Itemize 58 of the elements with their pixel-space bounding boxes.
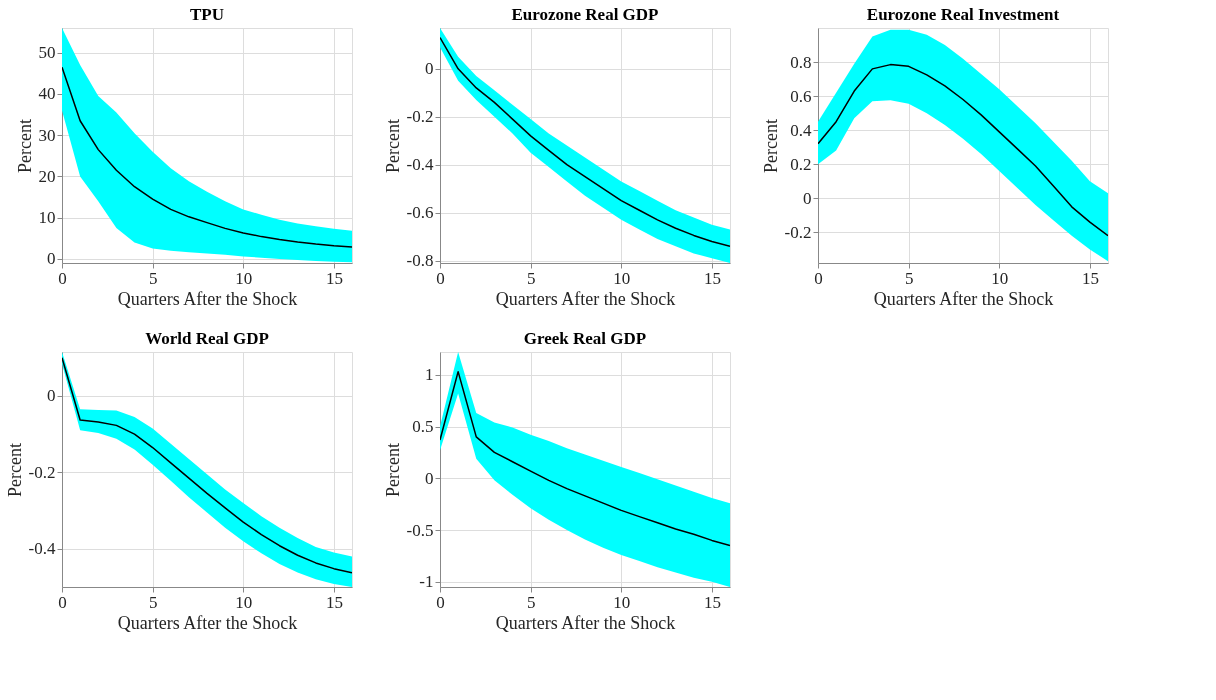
y-tick-label: -0.2 <box>784 222 812 242</box>
y-axis-title: Percent <box>382 119 403 173</box>
x-tick-label: 5 <box>526 592 536 612</box>
x-tick-label: 15 <box>703 268 721 288</box>
y-axis-title: Percent <box>760 119 781 173</box>
chart-title: Greek Real GDP <box>523 329 647 348</box>
y-tick-label: 0 <box>425 468 434 488</box>
chart-title: Eurozone Real Investment <box>866 5 1060 24</box>
x-tick-label: 10 <box>613 592 631 612</box>
x-tick-label: 5 <box>526 268 536 288</box>
y-tick-label: 0 <box>425 59 434 79</box>
y-tick-label: 0 <box>47 249 56 269</box>
x-axis-title: Quarters After the Shock <box>495 612 676 633</box>
x-axis-title: Quarters After the Shock <box>873 288 1054 309</box>
y-axis-title: Percent <box>382 443 403 497</box>
x-tick-label: 5 <box>148 268 158 288</box>
chart-title: World Real GDP <box>145 329 269 348</box>
y-tick-label: 30 <box>38 125 56 145</box>
y-tick-label: -0.2 <box>28 462 56 482</box>
x-tick-label: 10 <box>235 592 253 612</box>
y-tick-label: -0.5 <box>406 520 434 540</box>
y-tick-label: 0.6 <box>790 86 812 106</box>
y-tick-label: 0.5 <box>412 417 434 437</box>
x-axis-title: Quarters After the Shock <box>495 288 676 309</box>
x-axis-title: Quarters After the Shock <box>117 612 298 633</box>
y-tick-label: -1 <box>419 572 434 592</box>
x-tick-label: 15 <box>703 592 721 612</box>
y-tick-label: -0.2 <box>406 107 434 127</box>
x-axis-title: Quarters After the Shock <box>117 288 298 309</box>
y-tick-label: 0.8 <box>790 52 812 72</box>
x-tick-label: 10 <box>613 268 631 288</box>
x-tick-label: 5 <box>904 268 914 288</box>
x-tick-label: 15 <box>1081 268 1099 288</box>
y-tick-label: -0.4 <box>28 539 56 559</box>
x-tick-label: 5 <box>148 592 158 612</box>
chart-title: Eurozone Real GDP <box>511 5 659 24</box>
y-tick-label: 0.2 <box>790 154 812 174</box>
chart-title: TPU <box>190 5 224 24</box>
y-tick-label: 40 <box>38 84 56 104</box>
x-tick-label: 15 <box>325 268 343 288</box>
y-axis-title: Percent <box>4 443 25 497</box>
line-series <box>818 63 1108 237</box>
y-tick-label: 50 <box>38 43 56 63</box>
x-tick-label: 10 <box>235 268 253 288</box>
y-tick-label: 0.4 <box>790 120 812 140</box>
y-axis-title: Percent <box>14 119 35 173</box>
y-tick-label: -0.6 <box>406 203 434 223</box>
y-tick-label: -0.4 <box>406 155 434 175</box>
x-tick-label: 10 <box>991 268 1009 288</box>
y-tick-label: 0 <box>803 188 812 208</box>
y-tick-label: 20 <box>38 166 56 186</box>
line-series <box>62 66 352 248</box>
x-tick-label: 15 <box>325 592 343 612</box>
y-tick-label: 1 <box>425 365 434 385</box>
y-tick-label: -0.8 <box>406 251 434 271</box>
y-tick-label: 0 <box>47 386 56 406</box>
line-series <box>440 370 730 547</box>
y-tick-label: 10 <box>38 208 56 228</box>
